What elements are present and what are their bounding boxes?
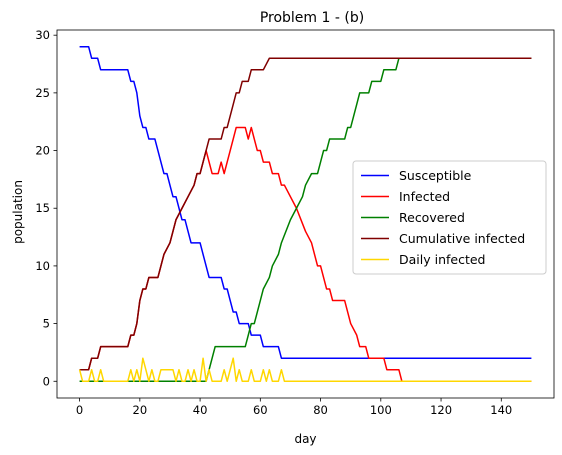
series-line-4 [78, 357, 532, 383]
x-tick-label: 20 [133, 403, 148, 417]
legend-box [352, 160, 547, 275]
chart-title: Problem 1 - (b) [260, 10, 364, 26]
x-tick-label: 140 [490, 403, 512, 417]
legend: Susceptible Infected Recovered Cumulative i… [352, 160, 547, 275]
series-line-3 [79, 57, 532, 371]
axes-frame [56, 29, 555, 399]
legend-label-4: Daily infected [399, 252, 486, 267]
x-tick-label: 40 [193, 403, 208, 417]
series-line-2 [79, 57, 532, 383]
legend-label-1: Infected [399, 189, 450, 204]
y-tick-label: 10 [35, 259, 50, 273]
y-tick-label: 5 [43, 317, 50, 331]
y-tick-label: 0 [43, 374, 50, 388]
series-line-0 [79, 45, 532, 359]
y-tick-label: 25 [35, 86, 50, 100]
x-tick-label: 100 [370, 403, 392, 417]
y-tick-label: 30 [35, 28, 50, 42]
x-axis-label: day [294, 432, 316, 446]
legend-label-3: Cumulative infected [399, 231, 525, 246]
legend-label-2: Recovered [399, 210, 465, 225]
y-tick-label: 20 [35, 144, 50, 158]
legend-label-0: Susceptible [399, 168, 472, 183]
x-tick-label: 120 [430, 403, 452, 417]
x-tick-label: 60 [253, 403, 268, 417]
y-tick-label: 15 [35, 201, 50, 215]
x-tick-label: 80 [313, 403, 328, 417]
x-tick-label: 0 [76, 403, 83, 417]
plot-area: 0 20 40 60 80 100 120 140 0 5 10 15 20 25 30 [35, 28, 555, 417]
y-axis-label: population [11, 180, 25, 244]
